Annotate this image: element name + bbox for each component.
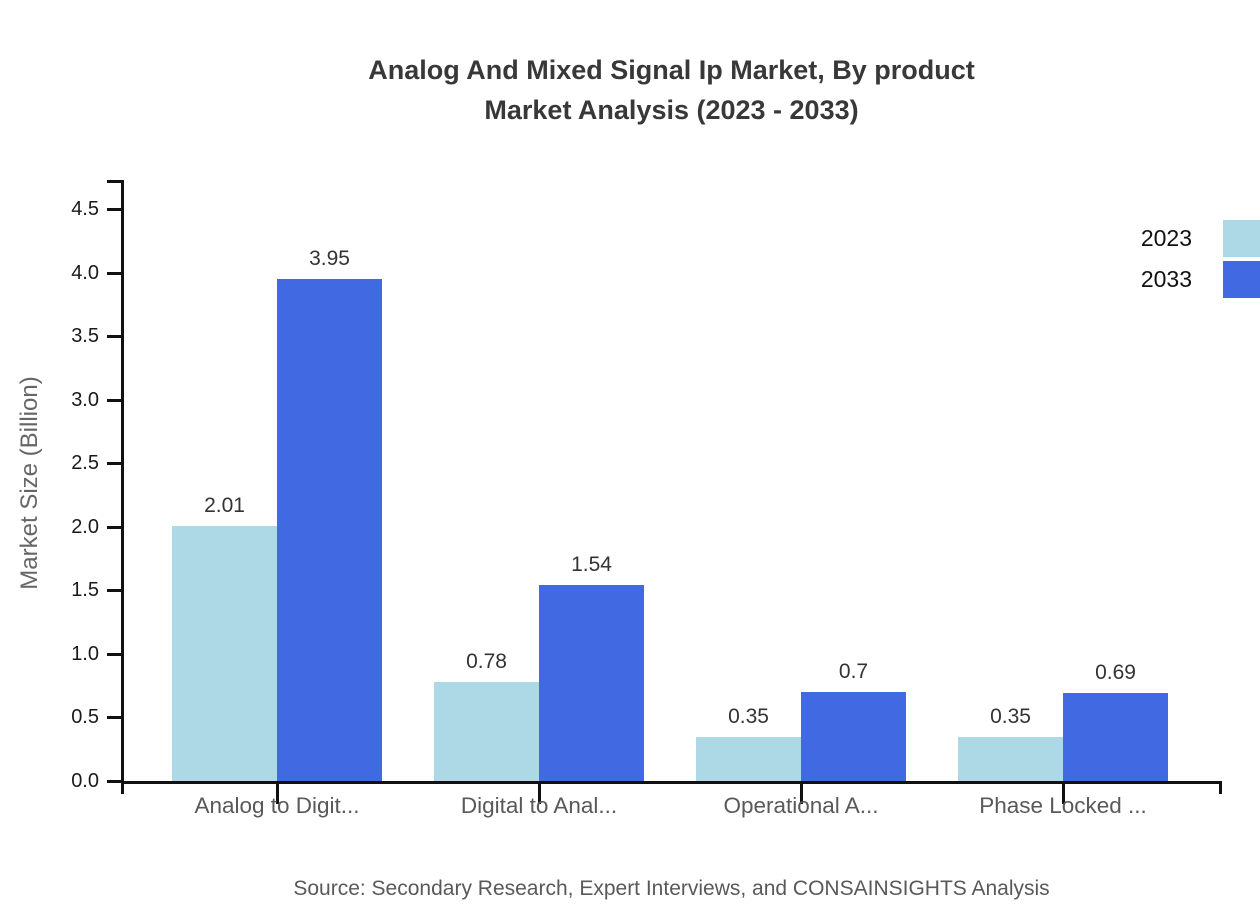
x-tick: [1062, 784, 1065, 804]
category-label: Digital to Anal...: [460, 793, 618, 818]
y-tick-label: 1.0: [71, 642, 99, 665]
bar-value-label: 2.01: [204, 493, 245, 517]
y-tick: [107, 335, 121, 339]
x-axis-end-cap: [1219, 781, 1222, 794]
y-axis-line: [121, 180, 124, 794]
y-tick-label: 2.0: [71, 515, 99, 538]
legend: 2023 2033: [1100, 220, 1260, 310]
bar-2033-3: [801, 692, 906, 781]
y-tick-label: 0.0: [71, 770, 99, 792]
category-label: Operational A...: [723, 793, 879, 818]
y-axis-end-cap: [107, 180, 121, 183]
y-tick-label: 2.5: [71, 452, 99, 475]
x-tick: [538, 784, 541, 804]
y-tick-label: 3.0: [71, 388, 99, 411]
legend-item-2023: 2023: [1100, 220, 1260, 257]
bar-2023-4: [958, 736, 1063, 781]
y-tick: [107, 589, 121, 593]
y-tick: [107, 462, 121, 466]
chart-title: Analog And Mixed Signal Ip Market, By pr…: [121, 50, 1222, 130]
bar-2033-1: [277, 279, 382, 781]
x-tick: [276, 784, 279, 804]
y-tick: [107, 398, 121, 402]
y-tick-label: 3.5: [71, 325, 99, 348]
category-label: Phase Locked ...: [979, 793, 1147, 818]
legend-swatch: [1223, 261, 1260, 298]
y-tick-label: 0.5: [71, 706, 99, 729]
y-tick: [107, 525, 121, 529]
category-label: Analog to Digit...: [194, 793, 360, 818]
y-tick: [107, 208, 121, 212]
bar-2023-1: [172, 525, 277, 781]
bar-value-label: 3.95: [309, 247, 350, 271]
y-tick-label: 4.5: [71, 198, 99, 221]
bar-value-label: 0.7: [838, 660, 869, 684]
bar-value-label: 0.69: [1095, 661, 1136, 685]
x-tick: [800, 784, 803, 804]
bar-value-label: 0.35: [990, 704, 1031, 728]
bar-value-label: 0.35: [728, 704, 769, 728]
bar-2033-2: [539, 585, 644, 781]
y-tick: [107, 716, 121, 720]
y-tick-label: 1.5: [71, 579, 99, 602]
y-tick: [107, 652, 121, 656]
bar-2033-4: [1063, 693, 1168, 781]
chart-title-line1: Analog And Mixed Signal Ip Market, By pr…: [368, 55, 975, 85]
source-note: Source: Secondary Research, Expert Inter…: [293, 877, 1050, 900]
bar-2023-2: [434, 681, 539, 781]
legend-label: 2023: [1140, 225, 1192, 251]
bar-value-label: 0.78: [466, 649, 507, 673]
legend-label: 2033: [1140, 266, 1192, 292]
y-tick: [107, 271, 121, 275]
legend-swatch: [1223, 220, 1260, 257]
chart-title-line2: Market Analysis (2023 - 2033): [484, 95, 859, 125]
legend-item-2033: 2033: [1100, 261, 1260, 298]
bar-value-label: 1.54: [571, 553, 612, 577]
x-axis-line: [121, 781, 1222, 784]
y-tick: [107, 780, 121, 783]
bar-2023-3: [696, 736, 801, 781]
y-tick-label: 4.0: [71, 261, 99, 284]
